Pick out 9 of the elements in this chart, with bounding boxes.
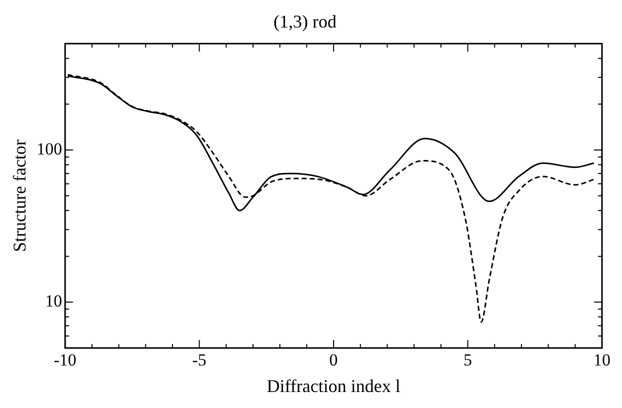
- x-tick-label: 5: [464, 350, 472, 370]
- chart-title: (1,3) rod: [274, 12, 336, 32]
- y-axis-title: Structure factor: [10, 140, 30, 252]
- x-tick-label: 0: [329, 350, 338, 370]
- x-tick-label: 10: [594, 350, 610, 370]
- y-tick-label: 100: [36, 139, 62, 158]
- x-tick-label: -5: [192, 350, 206, 370]
- x-axis-title: Diffraction index l: [266, 376, 400, 396]
- x-tick-label: -10: [54, 350, 76, 370]
